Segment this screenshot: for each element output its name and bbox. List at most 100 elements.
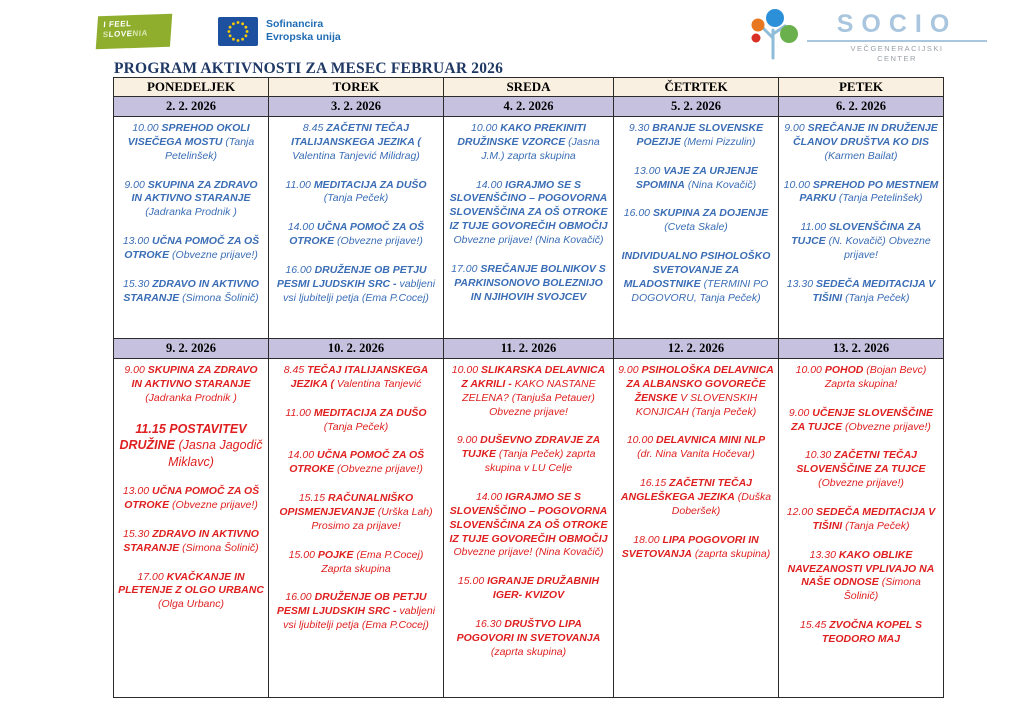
activity-time: 12.00 — [786, 506, 816, 519]
activity-note: (N. Kovačič) Obvezne prijave! — [825, 235, 931, 262]
date-row: 2. 2. 2026 3. 2. 2026 4. 2. 2026 5. 2. 2026… — [113, 96, 944, 117]
activity-title: KAKO PREKINITI DRUŽINSKE VZORCE — [457, 122, 586, 148]
activity-entry: 9.00 PSIHOLOŠKA DELAVNICA ZA ALBANSKO GO… — [618, 364, 774, 419]
activity-note: (Tanja Petelinšek) — [835, 192, 923, 205]
activity-entry: 10.30 ZAČETNI TEČAJ SLOVENŠČINE ZA TUJCE… — [783, 449, 939, 491]
activity-time: 16.15 — [639, 477, 670, 490]
activity-time: 15.00 — [288, 548, 318, 561]
activity-entry: 12.00 SEDEČA MEDITACIJA V TIŠINI (Tanja … — [783, 506, 939, 534]
activity-time: 13.30 — [809, 548, 839, 561]
activity-title: RAČUNALNIŠKO OPISMENJEVANJE — [279, 492, 414, 519]
activity-time: 15.45 — [800, 619, 830, 632]
activity-title: KAKO OBLIKE NAVEZANOSTI VPLIVAJO NA NAŠE… — [787, 548, 935, 589]
activity-note: (Simona Šolinič) — [179, 291, 259, 304]
activity-entry: 9.00 SKUPINA ZA ZDRAVO IN AKTIVNO STARAN… — [118, 179, 264, 221]
activity-time: 16.00 — [285, 264, 315, 277]
activity-note: V SLOVENSKIH KONJICAH (Tanja Peček) — [635, 391, 758, 418]
activity-title: SLIKARSKA DELAVNICA Z AKRILI - — [461, 364, 606, 390]
activity-entry: 14.00 IGRAJMO SE S SLOVENŠČINO – POGOVOR… — [448, 179, 609, 248]
date-cell: 3. 2. 2026 — [268, 96, 444, 117]
socio-logo: SOCIO VEČGENERACIJSKI CENTER — [745, 8, 995, 63]
activity-title: UČNA POMOČ ZA OŠ OTROKE — [124, 235, 260, 262]
activity-time: 11.00 — [285, 178, 314, 191]
activity-title: TEČAJ ITALIJANSKEGA JEZIKA ( — [290, 364, 429, 390]
activity-entry: 15.00 IGRANJE DRUŽABNIH IGER- KVIZOV — [448, 575, 609, 603]
activity-entry: 15.00 POJKE (Ema P.Cocej) Zaprta skupina — [273, 549, 439, 577]
activity-note: (TERMINI PO DOGOVORU, Tanja Peček) — [631, 277, 769, 304]
day-activities-cell: 9.30 BRANJE SLOVENSKE POEZIJE (Memi Pizz… — [613, 116, 779, 339]
activity-time: 13.00 — [122, 485, 153, 498]
activity-entry: 14.00 UČNA POMOČ ZA OŠ OTROKE (Obvezne p… — [273, 221, 439, 249]
activity-note: (Obvezne prijave!) — [842, 420, 931, 433]
activity-note: (Obvezne prijave!) — [169, 249, 258, 262]
date-cell: 13. 2. 2026 — [778, 338, 944, 359]
feel-logo-line2: SLOVENIA — [102, 28, 149, 39]
activity-time: 9.00 — [784, 122, 808, 134]
activity-entry: 11.15 POSTAVITEV DRUŽINE (Jasna Jagodič … — [118, 421, 264, 471]
activity-entry: 16.00 DRUŽENJE OB PETJU PESMI LJUDSKIH S… — [273, 591, 439, 633]
activity-title: LIPA POGOVORI IN SVETOVANJA — [621, 533, 759, 560]
date-cell: 6. 2. 2026 — [778, 96, 944, 117]
activity-note: (Tanja Peček) — [323, 420, 389, 433]
activity-note: (Simona Šolinič) — [843, 576, 921, 603]
day-activities-cell: 8.45 ZAČETNI TEČAJ ITALIJANSKEGA JEZIKA … — [268, 116, 444, 339]
activity-title: SKUPINA ZA ZDRAVO IN AKTIVNO STARANJE — [131, 178, 258, 205]
activity-note: KAKO NASTANE ZELENA? (Tanjuša Petauer) O… — [462, 377, 596, 418]
socio-subtitle: VEČGENERACIJSKI CENTER — [850, 44, 944, 63]
activity-time: 17.00 — [451, 262, 481, 275]
page-title: PROGRAM AKTIVNOSTI ZA MESEC FEBRUAR 2026 — [114, 60, 504, 77]
activity-time: 14.00 — [475, 178, 506, 191]
activity-entry: 10.00 DELAVNICA MINI NLP (dr. Nina Vanit… — [618, 434, 774, 462]
schedule-body: 2. 2. 2026 3. 2. 2026 4. 2. 2026 5. 2. 2026… — [113, 96, 944, 698]
activity-title: UČNA POMOČ ZA OŠ OTROKE — [289, 221, 425, 248]
activity-title: POSTAVITEV DRUŽINE — [119, 421, 247, 453]
date-row: 9. 2. 2026 10. 2. 2026 11. 2. 2026 12. 2. 2… — [113, 338, 944, 359]
day-activities-cell: 10.00 SPREHOD OKOLI VISEČEGA MOSTU (Tanj… — [113, 116, 269, 339]
activity-entry: 15.30 ZDRAVO IN AKTIVNO STARANJE (Simona… — [118, 278, 264, 306]
activity-time: 15.30 — [123, 527, 153, 540]
activity-title: IGRAJMO SE S SLOVENŠČINO – POGOVORNA SLO… — [449, 491, 608, 545]
activity-entry: 13.30 KAKO OBLIKE NAVEZANOSTI VPLIVAJO N… — [783, 549, 939, 604]
activity-title: POJKE — [317, 548, 354, 561]
day-activities-cell: 9.00 SKUPINA ZA ZDRAVO IN AKTIVNO STARAN… — [113, 358, 269, 698]
day-activities-cell: 8.45 TEČAJ ITALIJANSKEGA JEZIKA ( Valent… — [268, 358, 444, 698]
activity-entry: 11.00 SLOVENŠČINA ZA TUJCE (N. Kovačič) … — [783, 221, 939, 263]
activity-time: 14.00 — [475, 491, 506, 504]
activity-note: (Obvezne prijave!) — [818, 477, 904, 490]
activity-time: 9.00 — [124, 178, 148, 191]
week-activities-row: 9.00 SKUPINA ZA ZDRAVO IN AKTIVNO STARAN… — [113, 358, 944, 698]
activity-entry: INDIVIDUALNO PSIHOLOŠKO SVETOVANJE ZA ML… — [618, 250, 774, 305]
activity-entry: 11.00 MEDITACIJA ZA DUŠO (Tanja Peček) — [273, 407, 439, 435]
activity-time: 18.00 — [633, 533, 663, 546]
activity-title: MEDITACIJA ZA DUŠO — [313, 406, 427, 419]
activity-title: UČNA POMOČ ZA OŠ OTROKE — [289, 449, 425, 476]
activity-entry: 11.00 MEDITACIJA ZA DUŠO (Tanja Peček) — [273, 179, 439, 207]
activity-title: SREČANJE BOLNIKOV S PARKINSONOVO BOLEZNI… — [454, 262, 606, 303]
activity-time: 11.15 — [135, 421, 170, 436]
activity-title: SKUPINA ZA DOJENJE — [652, 207, 769, 220]
activity-entry: 9.00 SKUPINA ZA ZDRAVO IN AKTIVNO STARAN… — [118, 364, 264, 406]
activity-time: 10.30 — [804, 449, 835, 462]
activity-entry: 10.00 KAKO PREKINITI DRUŽINSKE VZORCE (J… — [448, 122, 609, 164]
activity-title: MEDITACIJA ZA DUŠO — [313, 178, 427, 191]
activity-entry: 13.30 SEDEČA MEDITACIJA V TIŠINI (Tanja … — [783, 278, 939, 306]
activity-title: INDIVIDUALNO PSIHOLOŠKO SVETOVANJE ZA ML… — [621, 250, 771, 290]
activity-time: 15.00 — [457, 575, 488, 588]
activity-note: (Ema P.Cocej) Zaprta skupina — [321, 548, 424, 575]
date-cell: 10. 2. 2026 — [268, 338, 444, 359]
activity-time: 15.15 — [298, 492, 329, 505]
activity-entry: 8.45 ZAČETNI TEČAJ ITALIJANSKEGA JEZIKA … — [273, 122, 439, 164]
activity-entry: 15.15 RAČUNALNIŠKO OPISMENJEVANJE (Urška… — [273, 492, 439, 534]
day-activities-cell: 10.00 KAKO PREKINITI DRUŽINSKE VZORCE (J… — [443, 116, 614, 339]
activity-note: (dr. Nina Vanita Hočevar) — [637, 448, 755, 461]
activity-entry: 10.00 POHOD (Bojan Bevc) Zaprta skupina! — [783, 364, 939, 392]
activity-entry: 9.00 UČENJE SLOVENŠČINE ZA TUJCE (Obvezn… — [783, 407, 939, 435]
activity-entry: 17.00 SREČANJE BOLNIKOV S PARKINSONOVO B… — [448, 263, 609, 305]
day-header: PETEK — [778, 77, 944, 97]
date-cell: 9. 2. 2026 — [113, 338, 269, 359]
activity-note: Obvezne prijave! (Nina Kovačič) — [453, 546, 604, 559]
activity-note: (Cveta Skale) — [664, 221, 728, 234]
activity-note: Valentina Tanjević — [334, 377, 422, 390]
activity-entry: 9.30 BRANJE SLOVENSKE POEZIJE (Memi Pizz… — [618, 122, 774, 150]
